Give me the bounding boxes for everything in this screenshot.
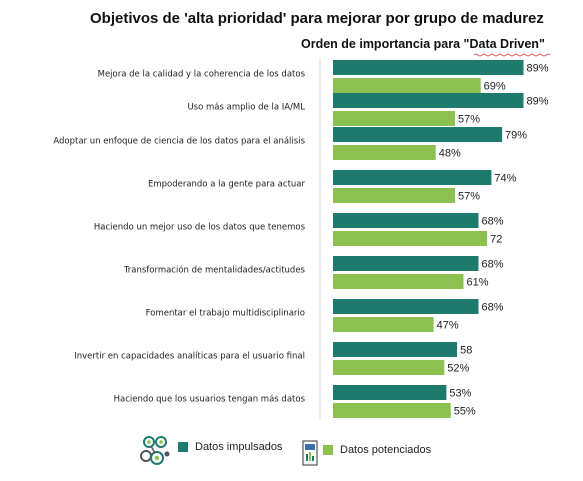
bar-datos-potenciados <box>333 274 464 289</box>
legend-swatch <box>178 442 188 452</box>
bar-datos-impulsados <box>333 127 503 142</box>
bar-datos-impulsados <box>333 385 447 400</box>
bar-datos-impulsados <box>333 60 524 75</box>
category-label: Uso más amplio de la IA/ML <box>187 103 305 113</box>
bar-datos-potenciados <box>333 231 488 246</box>
data-label: 74% <box>494 173 516 185</box>
chart-subtitle: Orden de importancia para "Data Driven" <box>301 37 545 51</box>
chart-title: Objetivos de 'alta prioridad' para mejor… <box>90 10 544 27</box>
bar-datos-impulsados <box>333 93 524 108</box>
data-label: 61% <box>467 277 489 289</box>
data-label: 69% <box>484 81 506 93</box>
data-label: 68% <box>482 216 504 228</box>
bar-datos-potenciados <box>333 78 481 93</box>
data-label: 48% <box>439 148 461 160</box>
bar-datos-potenciados <box>333 111 455 126</box>
data-label: 57% <box>458 114 480 126</box>
spellcheck-underline <box>474 53 551 57</box>
data-label: 55% <box>454 406 476 418</box>
data-label: 58 <box>460 345 472 357</box>
bar-datos-impulsados <box>333 256 479 271</box>
category-label: Mejora de la calidad y la coherencia de … <box>98 70 306 80</box>
legend-item-datos-potenciados: Datos potenciados <box>323 444 431 456</box>
bar-datos-potenciados <box>333 403 451 418</box>
category-label: Haciendo que los usuarios tengan más dat… <box>114 395 306 405</box>
data-label: 52% <box>447 363 469 375</box>
category-label: Adoptar un enfoque de ciencia de los dat… <box>53 137 305 147</box>
bar-datos-potenciados <box>333 145 436 160</box>
legend-item-datos-impulsados: Datos impulsados <box>178 441 282 453</box>
bar-chart: Mejora de la calidad y la coherencia de … <box>53 58 549 420</box>
bar-datos-potenciados <box>333 360 445 375</box>
chart-legend: Datos impulsados Datos potenciados <box>140 432 470 472</box>
legend-swatch <box>323 445 333 455</box>
bar-datos-potenciados <box>333 188 455 203</box>
legend-label: Datos potenciados <box>340 444 432 456</box>
data-label: 68% <box>482 259 504 271</box>
bar-datos-impulsados <box>333 170 492 185</box>
legend-label: Datos impulsados <box>195 441 283 453</box>
bar-datos-impulsados <box>333 342 458 357</box>
data-label: 53% <box>449 388 471 400</box>
document-chart-icon <box>302 440 318 466</box>
bar-datos-impulsados <box>333 299 479 314</box>
category-label: Invertir en capacidades analíticas para … <box>74 352 305 362</box>
bar-datos-impulsados <box>333 213 479 228</box>
category-label: Haciendo un mejor uso de los datos que t… <box>94 223 306 233</box>
data-label: 68% <box>482 302 504 314</box>
data-label: 72 <box>490 234 502 246</box>
category-label: Transformación de mentalidades/actitudes <box>123 265 306 276</box>
bar-datos-potenciados <box>333 317 434 332</box>
data-label: 79% <box>505 130 527 142</box>
data-label: 47% <box>437 320 459 332</box>
category-label: Empoderando a la gente para actuar <box>148 180 306 190</box>
data-label: 89% <box>526 96 548 108</box>
category-label: Fomentar el trabajo multidisciplinario <box>146 309 305 319</box>
network-nodes-icon <box>140 436 170 465</box>
data-label: 89% <box>526 63 548 75</box>
data-label: 57% <box>458 191 480 203</box>
